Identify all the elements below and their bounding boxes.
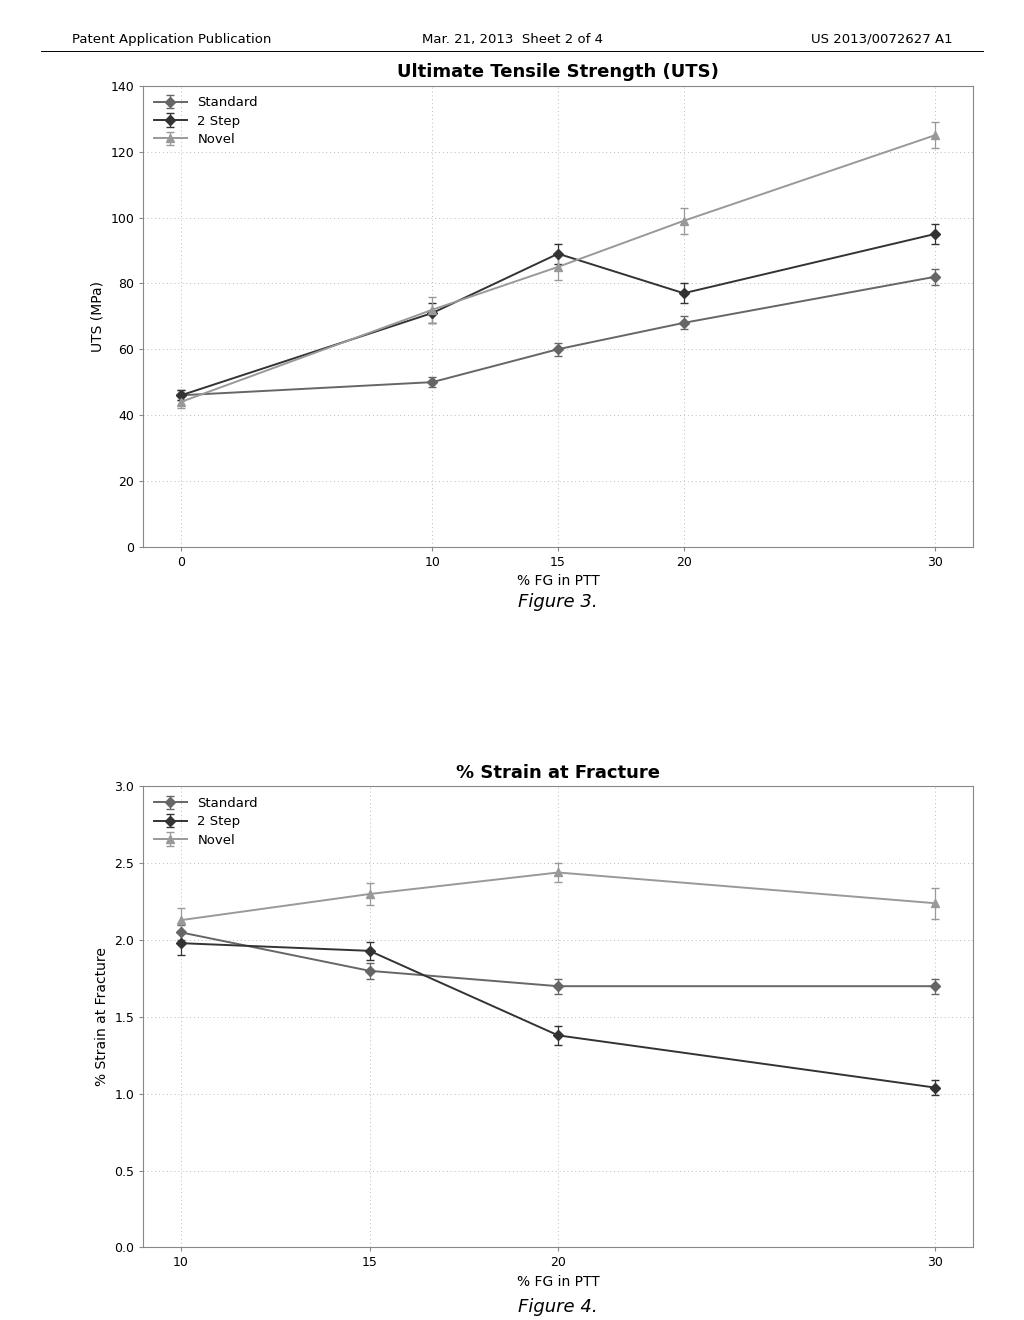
Text: Patent Application Publication: Patent Application Publication xyxy=(72,33,271,46)
Text: Mar. 21, 2013  Sheet 2 of 4: Mar. 21, 2013 Sheet 2 of 4 xyxy=(422,33,602,46)
X-axis label: % FG in PTT: % FG in PTT xyxy=(517,574,599,589)
Title: Ultimate Tensile Strength (UTS): Ultimate Tensile Strength (UTS) xyxy=(397,63,719,82)
Y-axis label: % Strain at Fracture: % Strain at Fracture xyxy=(95,948,109,1086)
X-axis label: % FG in PTT: % FG in PTT xyxy=(517,1275,599,1290)
Y-axis label: UTS (MPa): UTS (MPa) xyxy=(91,281,104,351)
Legend: Standard, 2 Step, Novel: Standard, 2 Step, Novel xyxy=(150,793,262,850)
Text: Figure 3.: Figure 3. xyxy=(518,593,598,611)
Title: % Strain at Fracture: % Strain at Fracture xyxy=(456,764,660,783)
Text: Figure 4.: Figure 4. xyxy=(518,1298,598,1316)
Text: US 2013/0072627 A1: US 2013/0072627 A1 xyxy=(811,33,952,46)
Legend: Standard, 2 Step, Novel: Standard, 2 Step, Novel xyxy=(150,92,262,150)
